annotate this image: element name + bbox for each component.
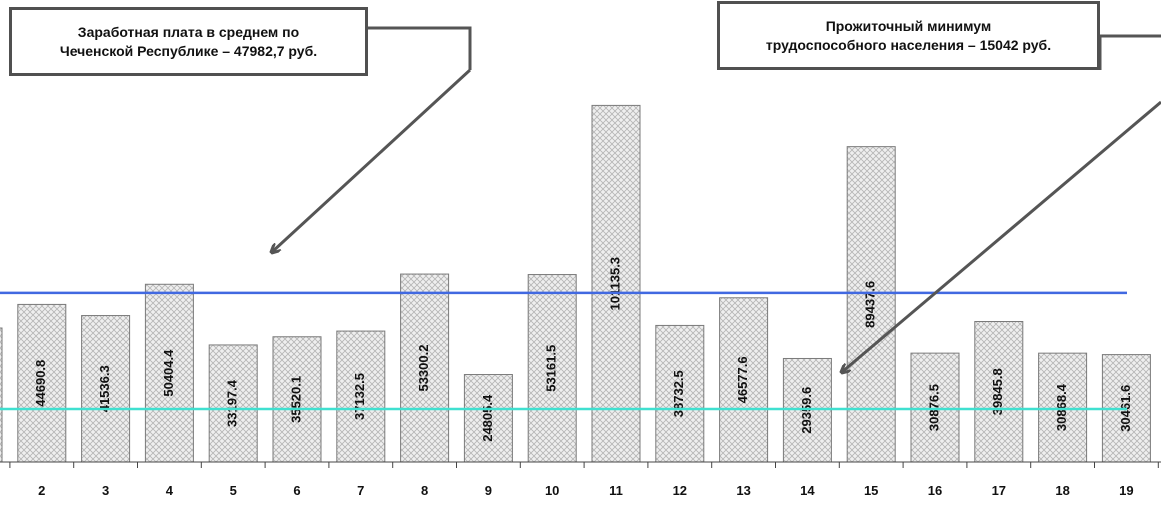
bar-value-label: 37132.5: [352, 373, 367, 420]
x-tick-label: 16: [928, 483, 942, 498]
bar-value-label: 35520.1: [288, 376, 303, 423]
callout-average-salary-text: Заработная плата в среднем по Чеченской …: [59, 23, 318, 59]
bar-value-label: 30876.5: [926, 384, 941, 431]
bar-value-label: 44690.8: [33, 360, 48, 407]
x-tick-label: 9: [485, 483, 492, 498]
x-tick-label: 18: [1055, 483, 1069, 498]
bar-12: [655, 324, 705, 463]
x-tick-label: 11: [609, 483, 623, 498]
bar-value-label: 38732.5: [671, 370, 686, 417]
x-tick-label: 14: [800, 483, 815, 498]
callout-right-connector: [1098, 34, 1161, 70]
x-tick-label: 13: [736, 483, 750, 498]
callout-right-arrow: [842, 100, 1161, 372]
x-tick-label: 12: [673, 483, 687, 498]
bar-value-label: 30868.4: [1054, 383, 1069, 431]
bar-value-label: 53161.5: [544, 345, 559, 392]
x-tick-label: 7: [357, 483, 364, 498]
bar-2: [17, 303, 67, 463]
bar-16: [910, 352, 960, 463]
x-tick-label: 17: [992, 483, 1006, 498]
bar-value-label: 39845.8: [990, 368, 1005, 415]
bar-9: [463, 374, 513, 463]
bar-value-label: 29359.6: [799, 387, 814, 434]
x-tick-label: 5: [230, 483, 237, 498]
x-tick-label: 3: [102, 483, 109, 498]
bar-value-label: 33197.4: [225, 379, 240, 427]
x-tick-label: 19: [1119, 483, 1133, 498]
callout-left-connector: [368, 26, 472, 70]
x-tick-label: 6: [293, 483, 300, 498]
bar-value-label: 24805.4: [480, 394, 495, 442]
bar-17: [974, 321, 1024, 463]
x-tick-label: 2: [38, 483, 45, 498]
bar-1: [0, 327, 3, 463]
x-tick-label: 8: [421, 483, 428, 498]
bar-5: [208, 344, 258, 463]
callout-average-salary: Заработная плата в среднем по Чеченской …: [9, 7, 368, 76]
x-tick-label: 15: [864, 483, 878, 498]
x-tick-label: 4: [166, 483, 174, 498]
bar-4: [144, 283, 194, 463]
callout-subsistence-minimum: Прожиточный минимум трудоспособного насе…: [717, 1, 1100, 70]
bar-13: [719, 297, 769, 463]
bar-value-label: 50404.4: [161, 349, 176, 397]
bar-value-label: 46577.6: [735, 356, 750, 403]
bar-3: [81, 315, 131, 463]
bar-value-label: 101135.3: [607, 257, 622, 311]
bar-value-label: 53300.2: [416, 345, 431, 392]
x-tick-label: 10: [545, 483, 559, 498]
bar-14: [782, 357, 832, 463]
callout-subsistence-minimum-text: Прожиточный минимум трудоспособного насе…: [765, 17, 1052, 53]
callout-left-arrow: [272, 68, 472, 252]
bar-value-label: 89437.6: [863, 281, 878, 328]
bar-7: [336, 330, 386, 463]
bar-value-label: 41536.3: [97, 365, 112, 412]
bar-11: [591, 104, 641, 463]
